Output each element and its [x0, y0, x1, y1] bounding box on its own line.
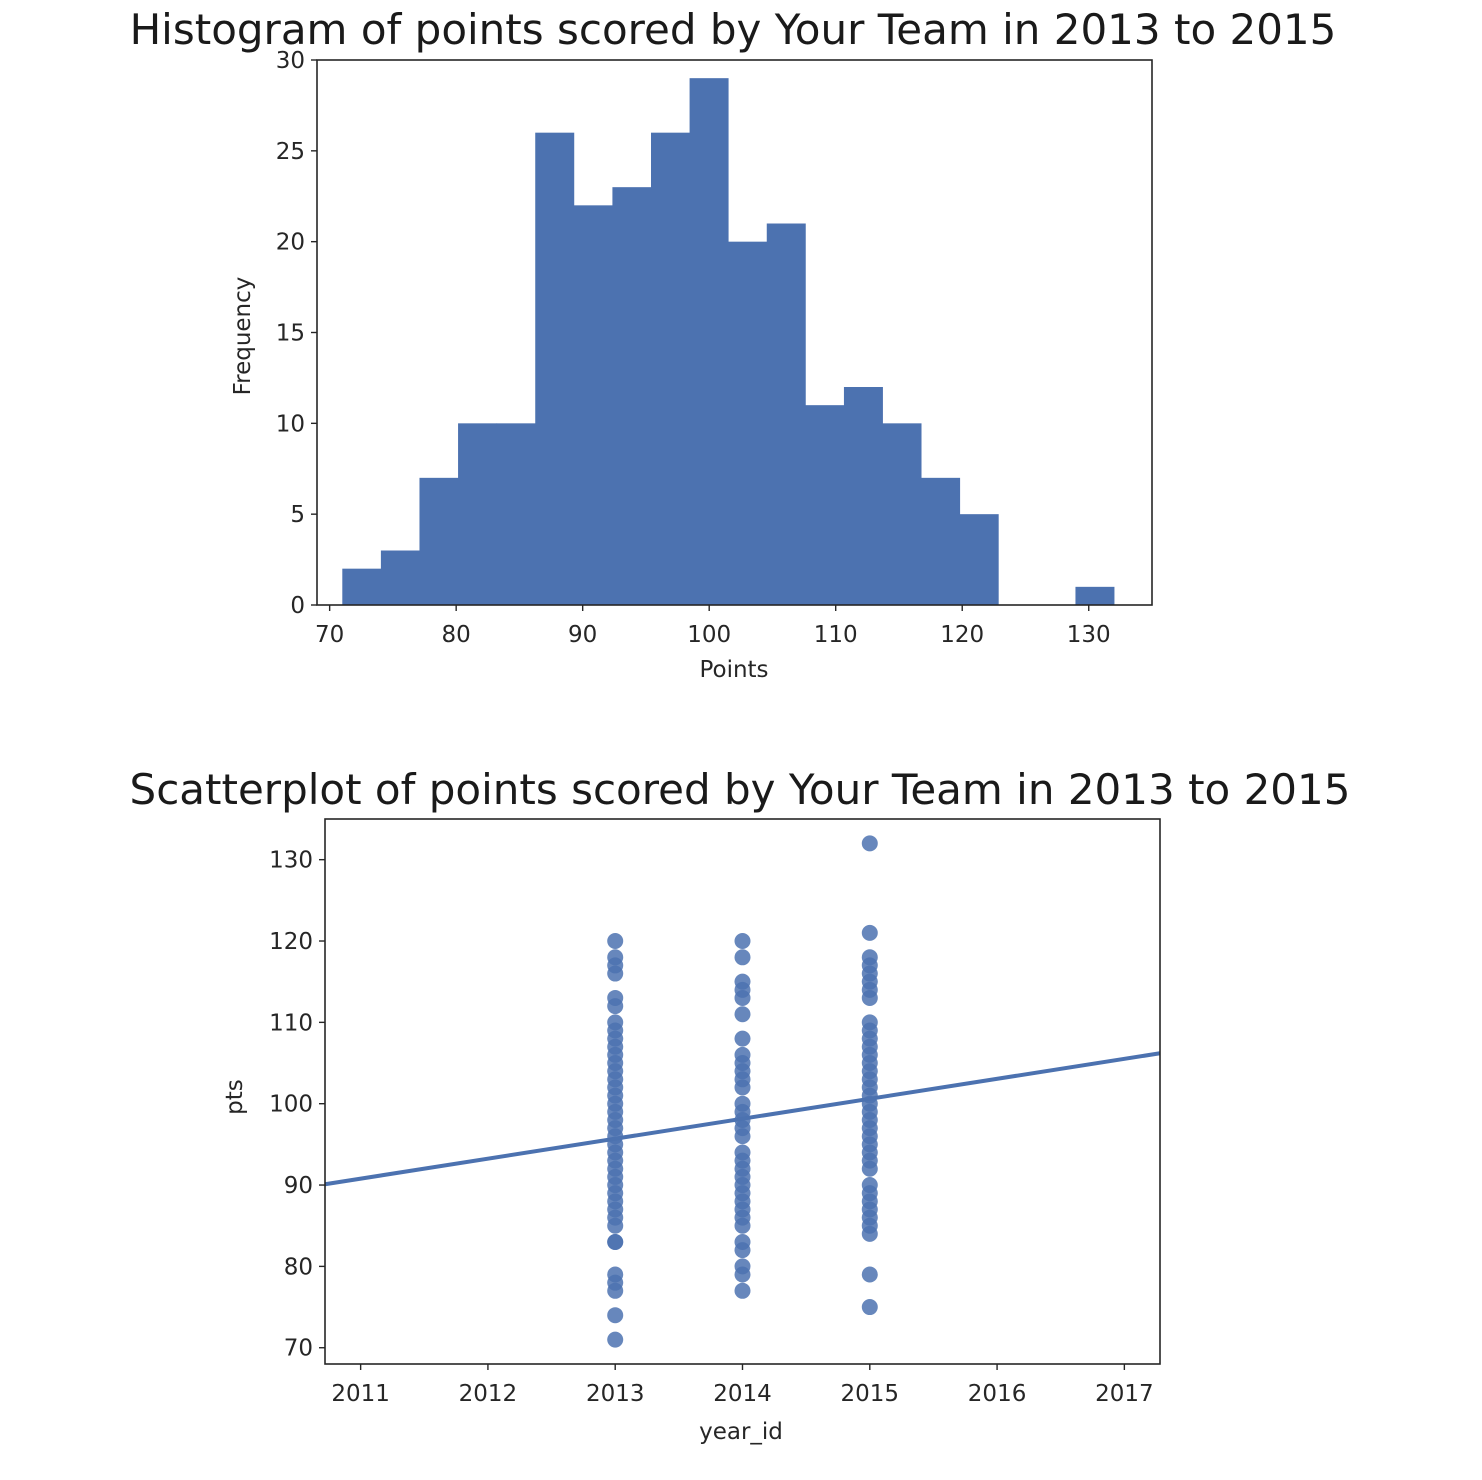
- histogram-x-tick-label: 100: [687, 622, 731, 648]
- scatterplot-x-tick-label: 2017: [1095, 1381, 1154, 1407]
- scatterplot-y-tick-label: 120: [269, 929, 313, 955]
- scatterplot-chart: Scatterplot of points scored by Your Tea…: [130, 765, 1351, 1445]
- scatterplot-x-label: year_id: [699, 1419, 783, 1445]
- histogram-bar: [535, 132, 575, 605]
- scatter-point: [607, 1307, 624, 1324]
- scatter-point: [607, 1331, 624, 1348]
- histogram-y-tick-label: 10: [276, 411, 305, 437]
- scatterplot-y-label: pts: [222, 1079, 248, 1115]
- scatter-point: [607, 933, 624, 950]
- scatter-point: [607, 1233, 624, 1250]
- histogram-x-tick-label: 80: [442, 622, 471, 648]
- histogram-y-ticks: 0 5 10 15 20 25 30: [276, 48, 317, 619]
- histogram-x-tick-label: 120: [940, 622, 984, 648]
- histogram-bar: [496, 423, 536, 605]
- histogram-y-tick-label: 30: [276, 48, 305, 74]
- histogram-bar: [419, 477, 459, 605]
- scatterplot-y-tick-label: 100: [269, 1092, 313, 1118]
- scatterplot-title: Scatterplot of points scored by Your Tea…: [130, 765, 1351, 814]
- scatterplot-x-tick-label: 2011: [331, 1381, 390, 1407]
- scatter-point: [861, 1014, 878, 1031]
- histogram-x-tick-label: 110: [814, 622, 858, 648]
- scatterplot-y-tick-label: 110: [269, 1010, 313, 1036]
- scatter-point: [607, 1266, 624, 1283]
- scatter-point: [734, 973, 751, 990]
- scatterplot-regression-line: [324, 1051, 1161, 1187]
- histogram-x-ticks: 70 80 90 100 110 120 130: [315, 605, 1111, 648]
- scatterplot-plot-frame: [324, 818, 1161, 1365]
- scatter-point: [734, 1282, 751, 1299]
- histogram-bar: [921, 477, 961, 605]
- scatter-point: [734, 1095, 751, 1112]
- histogram-y-tick-label: 5: [290, 502, 305, 528]
- histogram-chart: Histogram of points scored by Your Team …: [130, 5, 1337, 683]
- scatterplot-x-tick-label: 2016: [968, 1381, 1027, 1407]
- regression-line: [324, 1051, 1161, 1187]
- scatter-point: [734, 1006, 751, 1023]
- scatterplot-x-tick-label: 2012: [459, 1381, 518, 1407]
- scatter-point: [607, 1014, 624, 1031]
- histogram-x-tick-label: 70: [315, 622, 344, 648]
- scatter-point: [734, 1046, 751, 1063]
- histogram-bar: [728, 241, 768, 605]
- scatterplot-y-tick-label: 130: [269, 848, 313, 874]
- scatterplot-y-ticks: 70 80 90 100 110 120 130: [269, 848, 325, 1362]
- scatterplot-y-tick-label: 70: [284, 1336, 313, 1362]
- histogram-bar: [651, 132, 690, 605]
- histogram-bars: [342, 78, 1115, 606]
- scatter-point: [861, 924, 878, 941]
- scatter-point: [734, 1030, 751, 1047]
- scatterplot-y-tick-label: 90: [284, 1173, 313, 1199]
- scatterplot-x-tick-label: 2015: [841, 1381, 900, 1407]
- scatterplot-x-ticks: 2011 2012 2013 2014 2015 2016 2017: [331, 1364, 1154, 1407]
- scatter-point: [861, 1266, 878, 1283]
- scatter-point: [734, 933, 751, 950]
- histogram-bar: [882, 423, 922, 605]
- scatterplot-x-tick-label: 2013: [586, 1381, 645, 1407]
- scatter-point: [734, 1144, 751, 1161]
- histogram-bar: [380, 550, 420, 605]
- histogram-x-tick-label: 130: [1067, 622, 1111, 648]
- histogram-y-tick-label: 0: [290, 593, 305, 619]
- histogram-bar: [805, 405, 845, 605]
- histogram-bar: [458, 423, 498, 605]
- scatter-point: [734, 1233, 751, 1250]
- histogram-y-tick-label: 25: [276, 139, 305, 165]
- histogram-bar: [1075, 586, 1115, 605]
- histogram-bar: [573, 205, 613, 606]
- scatter-point: [861, 1299, 878, 1316]
- histogram-y-tick-label: 15: [276, 321, 305, 347]
- histogram-plot-frame: [316, 59, 1153, 606]
- histogram-y-label: Frequency: [230, 277, 256, 396]
- histogram-bar: [689, 78, 729, 605]
- histogram-bar: [612, 187, 652, 605]
- histogram-x-label: Points: [699, 657, 768, 683]
- histogram-bar: [843, 387, 883, 605]
- scatter-point: [734, 1258, 751, 1275]
- scatter-point: [861, 1177, 878, 1194]
- scatterplot-x-tick-label: 2014: [713, 1381, 772, 1407]
- scatter-point: [861, 835, 878, 852]
- histogram-x-tick-label: 90: [568, 622, 597, 648]
- scatterplot-points: [607, 835, 878, 1348]
- scatter-point: [734, 949, 751, 966]
- histogram-bar: [959, 514, 999, 605]
- histogram-title: Histogram of points scored by Your Team …: [130, 5, 1337, 54]
- histogram-bar: [342, 568, 382, 605]
- scatter-point: [861, 949, 878, 966]
- scatter-point: [607, 989, 624, 1006]
- histogram-bar: [766, 223, 806, 605]
- scatterplot-y-tick-label: 80: [284, 1254, 313, 1280]
- histogram-y-tick-label: 20: [276, 230, 305, 256]
- scatter-point: [607, 949, 624, 966]
